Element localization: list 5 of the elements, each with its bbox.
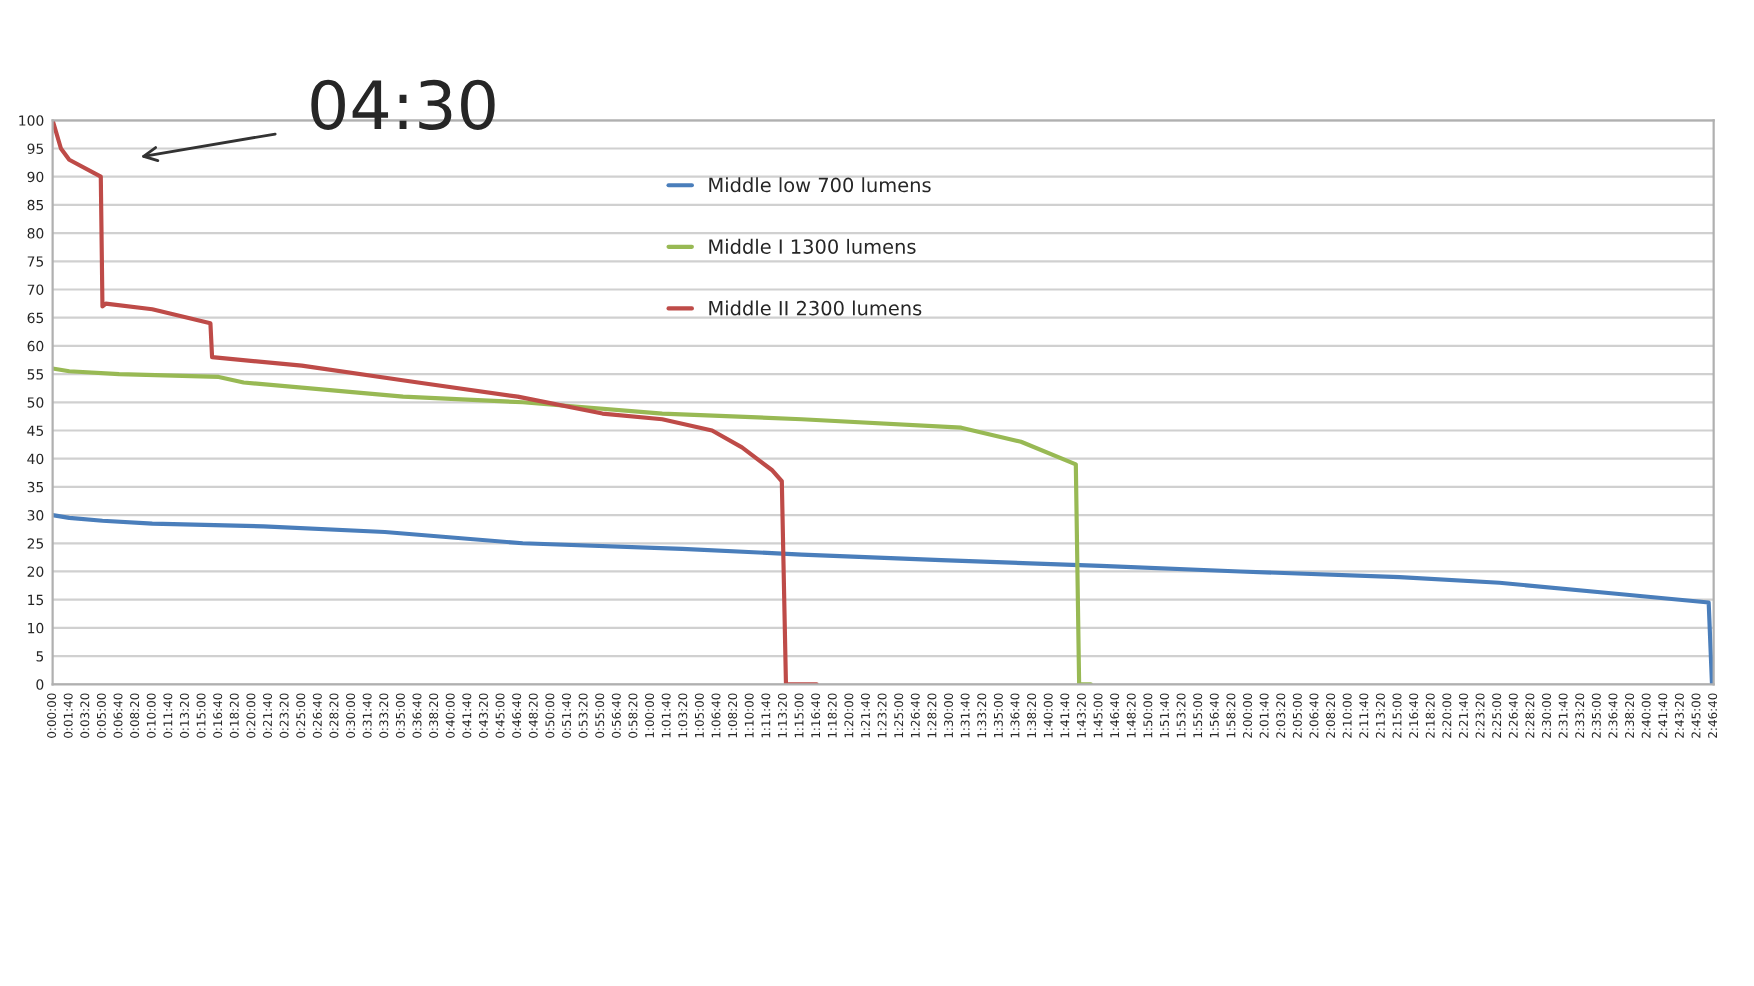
legend-label: Middle I 1300 lumens bbox=[709, 238, 916, 254]
line-series bbox=[52, 366, 1093, 685]
annotation: 04:30 bbox=[311, 79, 495, 131]
legend-label: Middle low 700 lumens bbox=[709, 177, 931, 193]
legend-label: Middle II 2300 lumens bbox=[709, 300, 922, 316]
